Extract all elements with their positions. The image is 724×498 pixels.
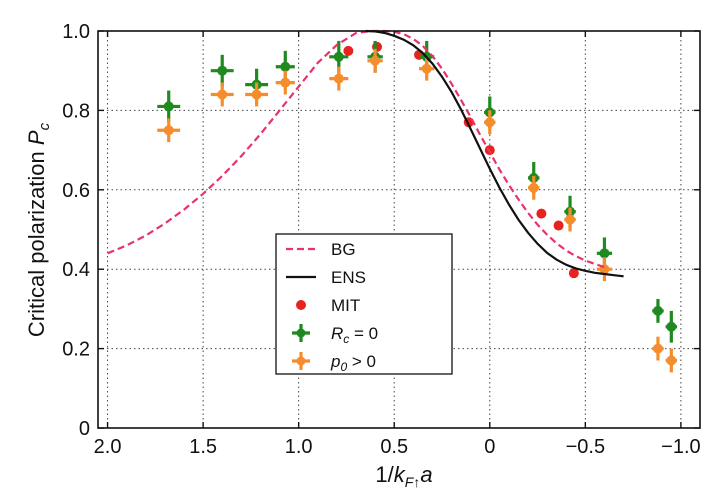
x-tick-label: −0.5: [566, 436, 605, 458]
series-r-c-0-point: [210, 54, 234, 87]
series-p-0-0-point: [210, 82, 234, 107]
legend-label: Rc = 0: [331, 324, 378, 346]
legend-label: BG: [331, 240, 356, 259]
marker: [217, 89, 228, 100]
marker: [528, 182, 539, 193]
series-r-c-0-point: [665, 310, 678, 343]
y-tick-label: 1.0: [62, 21, 90, 43]
legend-swatch: [296, 300, 306, 310]
y-axis-label: Critical polarization Pc: [24, 122, 53, 337]
marker: [666, 355, 677, 366]
marker: [652, 343, 663, 354]
y-tick-label: 0.8: [62, 100, 90, 122]
y-tick-label: 0.4: [62, 259, 90, 281]
legend: BG ENS MIT Rc = 0 p0 > 0: [275, 233, 453, 375]
series-bg-line: [107, 29, 605, 269]
legend-entry-bg: BG: [286, 240, 356, 259]
series-bg: [107, 29, 605, 269]
x-tick-label: 1.5: [189, 436, 217, 458]
legend-swatch: [292, 352, 310, 370]
marker: [333, 73, 344, 84]
marker: [280, 61, 291, 72]
x-tick-label: 1.0: [285, 436, 313, 458]
series-mit-point: [343, 45, 354, 56]
series-p-0-0-point: [564, 207, 576, 232]
series-p-0-0-point: [157, 118, 181, 143]
legend-label: ENS: [331, 268, 366, 287]
ticks: 2.0 1.5 1.0 0.5 0 −0.5 −1.0 0 0.2 0.4 0.6 0.8 1.0: [62, 21, 700, 458]
marker: [333, 51, 344, 62]
marker: [421, 63, 432, 74]
series-p-0-0-point: [275, 70, 295, 95]
series-mit-point: [553, 220, 564, 231]
series-p-0-0-point: [245, 82, 269, 107]
y-tick-label: 0: [79, 418, 90, 440]
series-r-c-0-point: [157, 90, 181, 123]
legend-label: p0 > 0: [330, 352, 376, 374]
series-ens: [365, 29, 624, 278]
series-p-0-0-point: [484, 110, 496, 135]
marker: [370, 55, 381, 66]
marker: [652, 305, 663, 316]
legend-swatch-dot: [296, 356, 306, 366]
series-mit-point: [568, 268, 579, 279]
series-p-0-0-point: [665, 348, 678, 373]
series-p-0-0-point: [596, 257, 613, 282]
legend-entry-ens: ENS: [286, 268, 366, 287]
marker: [666, 321, 677, 332]
legend-entry-r-c-0: Rc = 0: [292, 324, 378, 346]
legend-entry-mit: MIT: [296, 296, 360, 315]
series-p-0-0-point: [652, 336, 664, 361]
x-tick-label: 0: [484, 436, 495, 458]
legend-swatch: [292, 324, 310, 342]
series-p-0-0: [157, 48, 678, 373]
legend-entry-p-0-0: p0 > 0: [292, 352, 376, 374]
marker: [484, 117, 495, 128]
series-ens-line: [365, 29, 624, 278]
series-p-0-0-point: [329, 66, 349, 91]
series-r-c-0-point: [652, 298, 664, 323]
legend-label: MIT: [331, 296, 360, 315]
x-tick-label: −1.0: [661, 436, 700, 458]
series-p-0-0-point: [419, 56, 435, 81]
series-r-c-0-point: [329, 40, 349, 73]
marker: [217, 65, 228, 76]
plot-frame: [97, 30, 701, 429]
marker: [163, 101, 174, 112]
marker: [599, 248, 610, 259]
y-tick-label: 0.2: [62, 339, 90, 361]
legend-swatch-dot: [296, 328, 306, 338]
marker: [565, 214, 576, 225]
series-p-0-0-point: [528, 175, 540, 200]
series-mit-point: [536, 208, 547, 219]
series-p-0-0-point: [367, 48, 383, 73]
x-tick-label: 2.0: [94, 436, 122, 458]
x-tick-label: 0.5: [380, 436, 408, 458]
y-tick-label: 0.6: [62, 180, 90, 202]
x-axis-label: 1/kF↑a: [375, 462, 432, 490]
marker: [251, 89, 262, 100]
series-layer: [107, 29, 678, 373]
marker: [163, 125, 174, 136]
marker: [280, 77, 291, 88]
